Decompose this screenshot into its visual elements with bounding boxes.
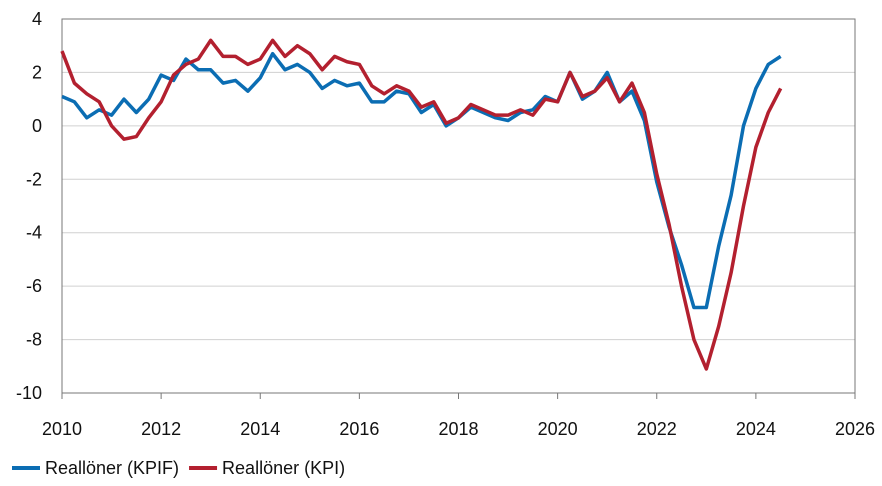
x-tick-label: 2022 [637, 419, 677, 439]
y-tick-label: -8 [26, 330, 42, 350]
x-tick-label: 2024 [736, 419, 776, 439]
y-tick-label: -4 [26, 223, 42, 243]
legend-label: Reallöner (KPI) [222, 458, 345, 478]
x-tick-label: 2018 [438, 419, 478, 439]
legend-label: Reallöner (KPIF) [45, 458, 179, 478]
plot-frame [61, 18, 856, 394]
series-line [61, 51, 782, 310]
y-tick-label: 0 [32, 116, 42, 136]
series-line [60, 38, 783, 371]
x-tick-label: 2020 [538, 419, 578, 439]
y-tick-label: -10 [16, 383, 42, 403]
y-tick-label: 4 [32, 9, 42, 29]
y-tick-label: 2 [32, 62, 42, 82]
x-tick-label: 2026 [835, 419, 875, 439]
x-tick-label: 2012 [141, 419, 181, 439]
x-tick-label: 2010 [42, 419, 82, 439]
x-tick-label: 2016 [339, 419, 379, 439]
y-tick-label: -2 [26, 169, 42, 189]
y-tick-label: -6 [26, 276, 42, 296]
x-tick-label: 2014 [240, 419, 280, 439]
